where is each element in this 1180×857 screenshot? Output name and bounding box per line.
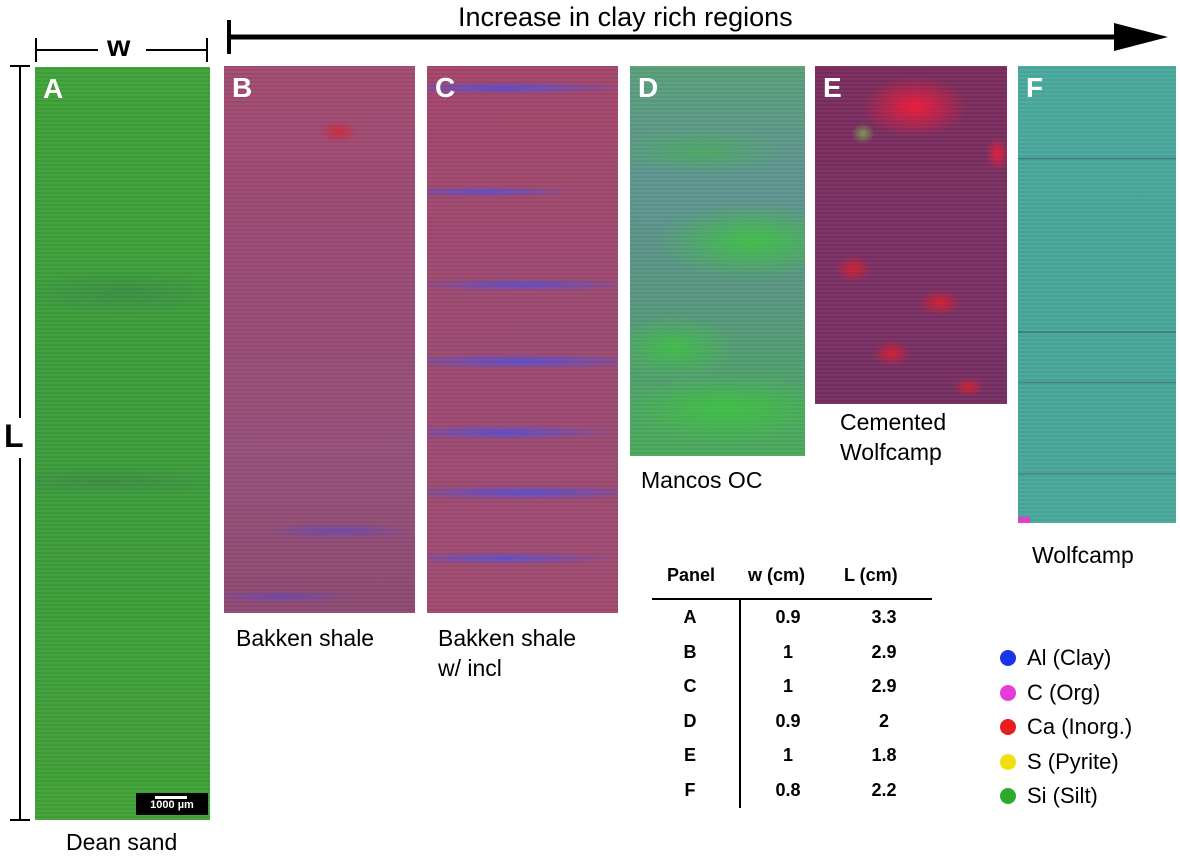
table-cell: 1: [782, 641, 793, 662]
caption-line-2: Wolfcamp: [840, 439, 942, 465]
length-label: L: [4, 418, 24, 454]
dimensions-table: Panel w (cm) L (cm) A 0.9 3.3 B 1 2.9 C 1 2.9 D 0.…: [652, 565, 932, 810]
trend-arrow: [227, 20, 1168, 54]
table-cell: C: [683, 676, 697, 696]
legend-label: C (Org): [1027, 679, 1101, 705]
legend-label: S (Pyrite): [1027, 748, 1119, 774]
scale-bar-line: [155, 796, 187, 799]
legend-swatch: [1000, 684, 1016, 701]
panel-letter: E: [823, 72, 842, 103]
panel-a-caption: Dean sand: [66, 829, 178, 855]
panel-d-image: D: [630, 66, 805, 456]
legend-label: Si (Silt): [1027, 783, 1098, 808]
panel-c-image: C: [427, 66, 618, 613]
table-cell: 1: [782, 745, 793, 765]
panel-letter: A: [43, 73, 64, 104]
legend-item: Si (Silt): [1000, 781, 1098, 811]
table-cell: 2.2: [871, 779, 897, 800]
legend-label: Ca (Inorg.): [1027, 714, 1133, 739]
legend-label: Al (Clay): [1027, 645, 1112, 670]
table-cell: B: [683, 641, 697, 662]
table-header-width: w (cm): [748, 565, 806, 585]
panel-e-caption: Cemented Wolfcamp: [840, 407, 946, 467]
legend-item: C (Org): [1000, 678, 1100, 708]
table-cell: 0.9: [775, 710, 801, 731]
panel-a-image: A: [35, 67, 210, 820]
table-rules: [652, 598, 932, 808]
table-cell: 1.8: [871, 745, 897, 765]
legend-item: S (Pyrite): [1000, 747, 1119, 777]
table-cell: D: [683, 710, 697, 731]
table-header-length: L (cm): [844, 565, 898, 585]
panel-b-caption: Bakken shale: [236, 625, 375, 651]
legend-swatch: [1000, 753, 1016, 770]
legend-swatch: [1000, 719, 1016, 735]
trend-arrow-head: [1114, 23, 1168, 51]
table-cell: 2.9: [871, 676, 897, 696]
panel-e-image: E: [815, 66, 1007, 404]
table-cell: 2.9: [871, 641, 897, 662]
table-cell: 2: [878, 710, 889, 731]
legend-item: Al (Clay): [1000, 643, 1111, 673]
width-dimension: [35, 38, 208, 62]
panel-letter: C: [435, 72, 456, 103]
trend-label: Increase in clay rich regions: [458, 2, 793, 32]
panel-f-caption: Wolfcamp: [1032, 542, 1134, 568]
table-cell: 0.8: [775, 779, 801, 800]
table-cell: E: [683, 745, 696, 765]
panel-d-caption: Mancos OC: [641, 467, 763, 493]
table-cell: F: [684, 779, 696, 800]
legend-swatch: [1000, 788, 1016, 804]
panel-letter: F: [1026, 72, 1044, 103]
panel-letter: B: [232, 72, 253, 103]
table-cell: 3.3: [871, 607, 897, 627]
caption-line-1: Cemented: [840, 409, 947, 435]
legend-item: Ca (Inorg.): [1000, 712, 1132, 742]
table-cell: A: [683, 607, 697, 627]
panel-f-organic-edge: [1018, 517, 1030, 523]
length-dimension: [10, 65, 30, 821]
caption-line-2: w/ incl: [438, 655, 502, 681]
scale-bar: 1000 µm: [136, 793, 208, 815]
width-label: w: [107, 30, 131, 63]
panel-b-image: B: [224, 66, 415, 613]
legend-swatch: [1000, 650, 1016, 666]
table-header-panel: Panel: [667, 565, 716, 585]
table-cell: 1: [782, 676, 793, 696]
panel-letter: D: [638, 72, 659, 103]
panel-f-image: F: [1018, 66, 1176, 523]
table-cell: 0.9: [775, 607, 801, 627]
caption-line-1: Bakken shale: [438, 625, 577, 651]
panel-c-caption: Bakken shale w/ incl: [438, 623, 576, 683]
